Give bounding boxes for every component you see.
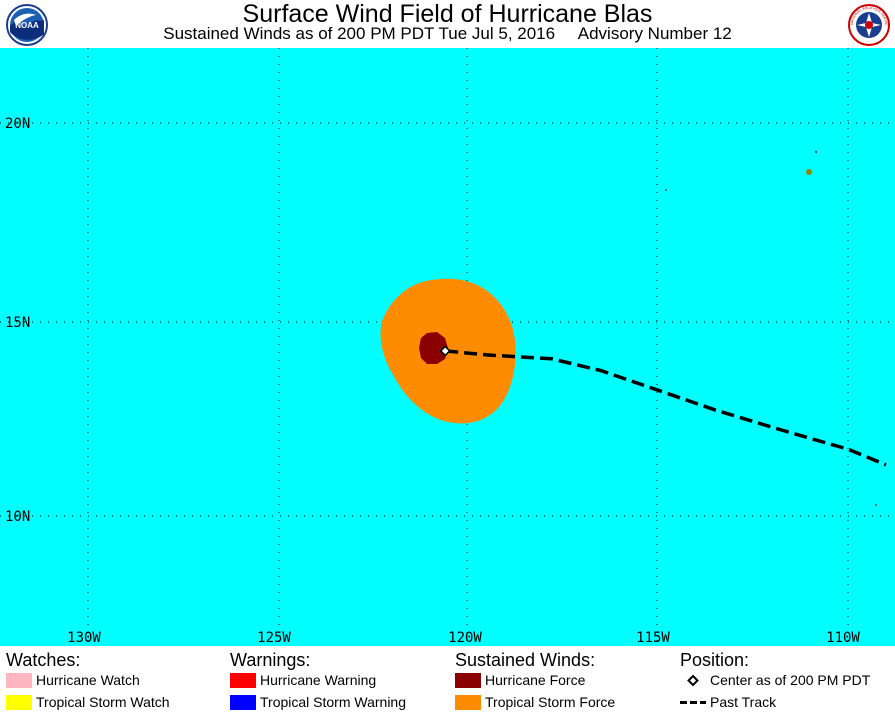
islands — [665, 150, 877, 506]
page-subtitle: Sustained Winds as of 200 PM PDT Tue Jul… — [163, 24, 732, 43]
map-canvas: 20N 15N 10N 130W 125W 120W 115W 110W — [0, 48, 895, 646]
dashed-line-icon — [680, 700, 706, 704]
page-title: Surface Wind Field of Hurricane Blas — [242, 0, 653, 28]
legend-item-past-track: Past Track — [680, 694, 776, 710]
legend-position-heading: Position: — [680, 650, 750, 670]
diamond-icon — [687, 674, 699, 686]
island — [665, 189, 667, 191]
tropical-storm-force-swatch — [455, 694, 481, 710]
legend-watches-heading: Watches: — [6, 650, 81, 670]
longitude-labels: 130W 125W 120W 115W 110W — [67, 630, 860, 646]
hurricane-force-swatch — [455, 672, 481, 688]
hurricane-warning-swatch — [230, 672, 256, 688]
lon-label-130w: 130W — [67, 630, 101, 646]
tropical-storm-force-label: Tropical Storm Force — [485, 694, 616, 710]
island — [814, 150, 818, 154]
hurricane-watch-label: Hurricane Watch — [36, 672, 140, 688]
tropical-storm-watch-label: Tropical Storm Watch — [36, 694, 170, 710]
lon-label-110w: 110W — [826, 630, 860, 646]
legend-warnings-heading: Warnings: — [230, 650, 311, 670]
legend-item-center: Center as of 200 PM PDT — [680, 672, 870, 688]
past-track-label: Past Track — [710, 694, 777, 710]
legend-item-tropical-storm-force: Tropical Storm Force — [455, 694, 615, 710]
hurricane-force-label: Hurricane Force — [485, 672, 586, 688]
lat-label-20n: 20N — [5, 116, 30, 132]
nws-logo: NATIONAL WEATHER SERVICE — [847, 1, 890, 46]
legend-item-hurricane-force: Hurricane Force — [455, 672, 585, 688]
noaa-logo: NOAA — [6, 4, 48, 46]
lon-label-115w: 115W — [636, 630, 670, 646]
storm-center-diamond — [439, 345, 451, 357]
legend-item-tropical-storm-watch: Tropical Storm Watch — [6, 694, 170, 710]
hurricane-watch-swatch — [6, 672, 32, 688]
island — [806, 169, 812, 175]
hurricane-force-area — [419, 332, 448, 364]
header: NOAA Surface Wind Field of Hurricane Bla… — [0, 0, 895, 48]
legend-item-hurricane-watch: Hurricane Watch — [6, 672, 140, 688]
center-label: Center as of 200 PM PDT — [710, 672, 871, 688]
lon-label-125w: 125W — [257, 630, 291, 646]
lon-label-120w: 120W — [448, 630, 482, 646]
legend: Watches: Hurricane Watch Tropical Storm … — [0, 646, 895, 716]
tropical-storm-warning-swatch — [230, 694, 256, 710]
lat-label-15n: 15N — [5, 315, 30, 331]
past-track-line — [445, 349, 887, 467]
wind-field-map: 20N 15N 10N 130W 125W 120W 115W 110W — [0, 48, 895, 646]
tropical-storm-watch-swatch — [6, 694, 32, 710]
island — [875, 504, 877, 506]
hurricane-warning-label: Hurricane Warning — [260, 672, 377, 688]
tropical-storm-warning-label: Tropical Storm Warning — [260, 694, 407, 710]
noaa-logo-text: NOAA — [15, 21, 39, 30]
latitude-labels: 20N 15N 10N — [5, 116, 30, 525]
legend-item-hurricane-warning: Hurricane Warning — [230, 672, 376, 688]
legend-winds-heading: Sustained Winds: — [455, 650, 596, 670]
legend-item-tropical-storm-warning: Tropical Storm Warning — [230, 694, 406, 710]
lat-label-10n: 10N — [5, 509, 30, 525]
